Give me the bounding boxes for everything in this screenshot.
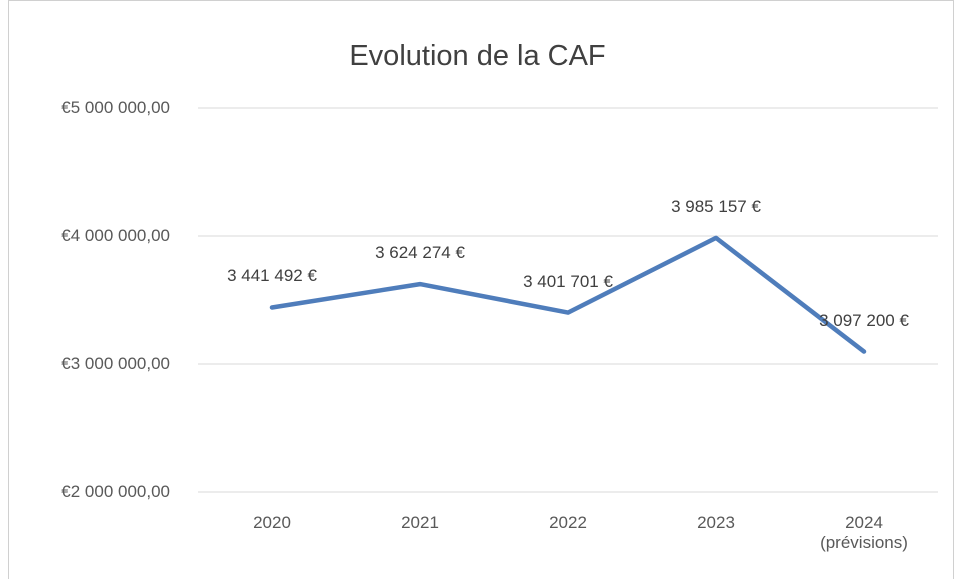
y-tick-label: €3 000 000,00 <box>61 354 170 373</box>
x-tick-label: 2020 <box>253 513 291 532</box>
x-tick-label: 2022 <box>549 513 587 532</box>
y-tick-label: €5 000 000,00 <box>61 98 170 117</box>
data-label: 3 401 701 € <box>523 271 613 291</box>
x-tick-label: 2024 (prévisions) <box>820 513 908 552</box>
x-tick-label: 2021 <box>401 513 439 532</box>
data-label: 3 441 492 € <box>227 266 317 286</box>
x-tick-label: 2023 <box>697 513 735 532</box>
chart-title: Evolution de la CAF <box>349 40 606 72</box>
data-label: 3 624 274 € <box>375 243 465 263</box>
data-label: 3 097 200 € <box>819 310 909 330</box>
y-tick-label: €2 000 000,00 <box>61 482 170 501</box>
y-tick-label: €4 000 000,00 <box>61 226 170 245</box>
data-label: 3 985 157 € <box>671 196 761 216</box>
chart-border <box>8 0 954 579</box>
data-line <box>269 235 867 354</box>
